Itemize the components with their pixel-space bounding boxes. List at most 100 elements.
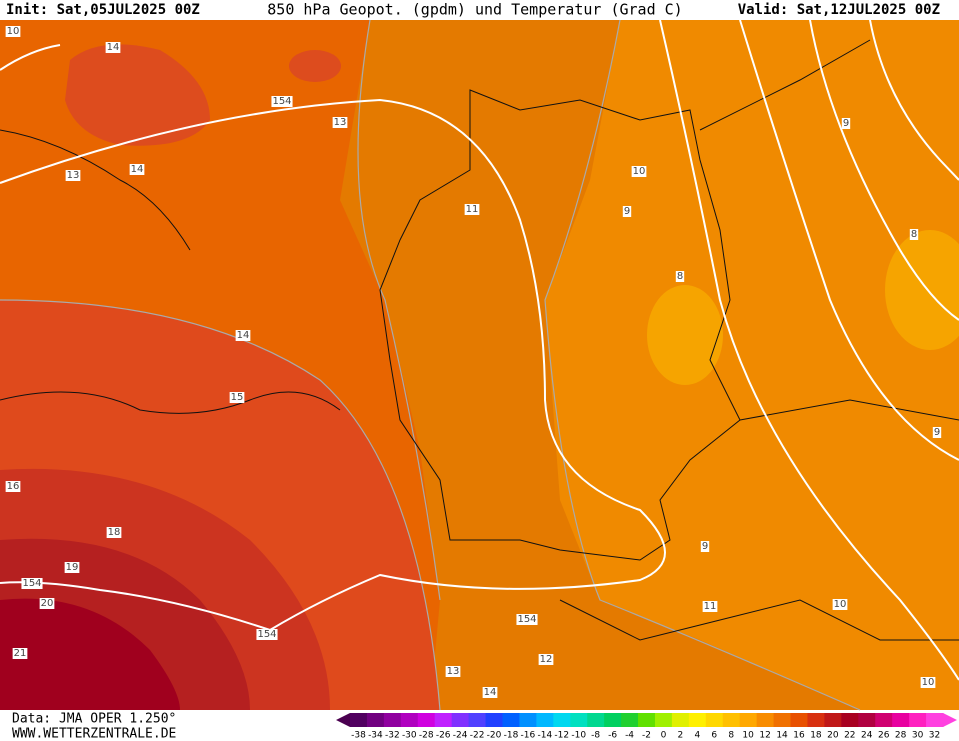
colorbar-label: -24 [453, 731, 468, 741]
label-box [482, 687, 498, 698]
contour-label: 154 [272, 96, 291, 107]
colorbar-label: -38 [351, 731, 366, 741]
label-box [39, 598, 55, 609]
contour-label: 21 [14, 648, 27, 659]
colorbar-swatch [366, 713, 385, 727]
label-box [106, 527, 122, 538]
colorbar-label: -8 [591, 731, 600, 741]
colorbar-swatch [790, 713, 808, 727]
colorbar-swatch [417, 713, 436, 727]
colorbar-label: -14 [537, 731, 552, 741]
colorbar-label: -30 [402, 731, 417, 741]
label-box [105, 42, 121, 53]
label-box [129, 164, 145, 175]
contour-label: 11 [704, 601, 717, 612]
colorbar-swatch [400, 713, 419, 727]
colorbar-swatch [807, 713, 825, 727]
label-box [271, 96, 293, 107]
label-box [12, 648, 28, 659]
data-source: Data: JMA OPER 1.250° [12, 712, 176, 727]
contour-label: 9 [702, 541, 708, 552]
contour-label: 15 [231, 392, 244, 403]
colorbar-swatch [553, 713, 571, 727]
contour-label: 14 [484, 687, 497, 698]
colorbar-swatch [434, 713, 453, 727]
colorbar-swatch [705, 713, 724, 727]
contour-label: 12 [540, 654, 553, 665]
contour-label: 20 [41, 598, 54, 609]
colorbar-label: 18 [810, 731, 822, 741]
colorbar-swatch [739, 713, 758, 727]
colorbar-swatch [926, 713, 944, 727]
contour-label: 13 [67, 170, 80, 181]
colorbar-label: -16 [521, 731, 536, 741]
contour-label: 9 [843, 118, 849, 129]
colorbar-label: -20 [487, 731, 502, 741]
colorbar-arrow [336, 713, 350, 727]
colorbar-swatch [909, 713, 927, 727]
colorbar-swatch [468, 713, 487, 727]
init-time: Init: Sat,05JUL2025 00Z [6, 2, 200, 18]
colorbar-label: -10 [571, 731, 586, 741]
colorbar-label: -28 [419, 731, 434, 741]
colorbar-label: -18 [504, 731, 519, 741]
colorbar-label: -4 [625, 731, 634, 741]
colorbar-swatch [654, 713, 673, 727]
label-box [700, 541, 710, 552]
label-box [229, 392, 245, 403]
label-box [832, 599, 848, 610]
label-box [909, 229, 919, 240]
website: WWW.WETTERZENTRALE.DE [12, 727, 176, 741]
label-box [920, 677, 936, 688]
colorbar: -38 -34 -32 -30 -28 -26 -24 -22 -20 -18 -16 -14 -12-… [336, 713, 957, 741]
map: 1014154131314111099881415916181915420154… [0, 19, 959, 711]
label-box [332, 117, 348, 128]
contour-label: 9 [624, 206, 630, 217]
colorbar-swatch [773, 713, 792, 727]
colorbar-label: -34 [368, 731, 383, 741]
label-box [932, 427, 942, 438]
contour-label: 19 [66, 562, 79, 573]
contour-label: 10 [633, 166, 646, 177]
colorbar-label: 6 [711, 731, 717, 741]
colorbar-label: 24 [861, 731, 873, 741]
colorbar-label: -6 [608, 731, 617, 741]
label-box [675, 271, 685, 282]
colorbar-swatch [638, 713, 656, 727]
colorbar-label: 14 [776, 731, 788, 741]
colorbar-swatch [841, 713, 859, 727]
colorbar-swatch [587, 713, 605, 727]
label-box [516, 614, 538, 625]
colorbar-swatch [519, 713, 537, 727]
colorbar-swatch [383, 713, 402, 727]
map-title: 850 hPa Geopot. (gpdm) und Temperatur (G… [267, 1, 682, 19]
colorbar-swatch [485, 713, 503, 727]
contour-label: 14 [107, 42, 120, 53]
colorbar-label: -2 [642, 731, 651, 741]
colorbar-label: 22 [844, 731, 855, 741]
contour-label: 14 [131, 164, 144, 175]
contour-label: 10 [922, 677, 935, 688]
colorbar-label: 12 [759, 731, 770, 741]
colorbar-swatch [892, 713, 910, 727]
label-box [445, 666, 461, 677]
colorbar-label: 4 [694, 731, 700, 741]
contour-label: 9 [934, 427, 940, 438]
label-box [702, 601, 718, 612]
colorbar-swatch [570, 713, 588, 727]
label-box [5, 26, 21, 37]
label-box [235, 330, 251, 341]
contour-label: 16 [7, 481, 20, 492]
colorbar-label: 8 [728, 731, 734, 741]
colorbar-swatch [671, 713, 690, 727]
colorbar-swatch [824, 713, 842, 727]
colorbar-label: 26 [878, 731, 890, 741]
contour-label: 8 [677, 271, 683, 282]
contour-label: 13 [334, 117, 347, 128]
colorbar-label: -22 [470, 731, 485, 741]
colorbar-swatch [722, 713, 741, 727]
colorbar-label: 32 [929, 731, 940, 741]
colorbar-swatch [756, 713, 775, 727]
contour-label: 154 [257, 629, 276, 640]
colorbar-label: 28 [895, 731, 907, 741]
